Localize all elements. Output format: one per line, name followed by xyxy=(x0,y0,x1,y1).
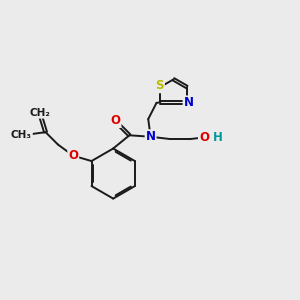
Text: CH₂: CH₂ xyxy=(30,108,51,118)
Text: O: O xyxy=(110,114,121,127)
Text: O: O xyxy=(68,149,78,162)
Text: CH₃: CH₃ xyxy=(11,130,32,140)
Text: H: H xyxy=(212,130,222,143)
Text: N: N xyxy=(184,96,194,110)
Text: N: N xyxy=(146,130,156,143)
Text: S: S xyxy=(155,79,164,92)
Text: O: O xyxy=(199,131,209,144)
